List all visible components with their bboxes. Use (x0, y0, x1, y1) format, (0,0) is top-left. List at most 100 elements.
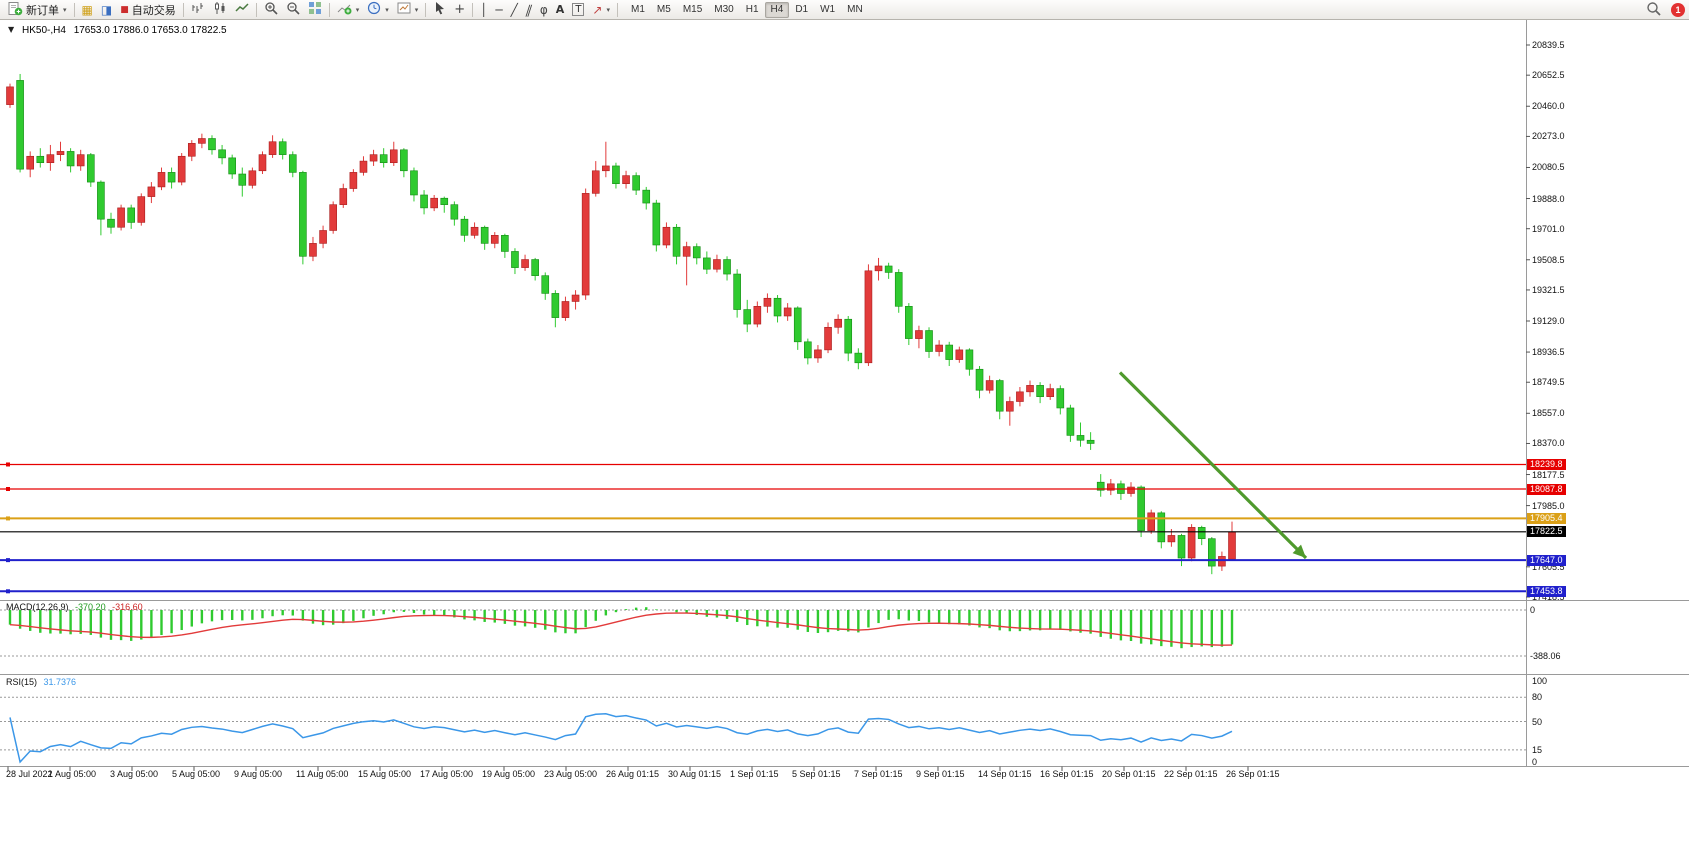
candle (1187, 527, 1196, 559)
timeframe-button-h4[interactable]: H4 (764, 1, 790, 18)
timeframe-button-h1[interactable]: H1 (745, 4, 759, 15)
zoom-out-icon (286, 1, 300, 18)
candle (16, 80, 24, 170)
timeframe-button-m1[interactable]: M1 (631, 4, 645, 15)
trend-arrow[interactable] (1118, 371, 1308, 560)
timeframe-button-m30[interactable]: M30 (714, 4, 734, 15)
toolbar-separator (472, 2, 474, 17)
macd-main-value: -370.20 (75, 602, 106, 612)
candle (248, 170, 257, 186)
hline-price-badge: 18087.8 (1527, 483, 1566, 495)
channel-button[interactable]: ∥ (522, 1, 536, 19)
candle (854, 352, 863, 364)
time-axis-label: 19 Aug 05:00 (482, 769, 536, 779)
candle (561, 301, 570, 318)
horizontal-line-button[interactable]: ─ (491, 1, 506, 19)
chevron-down-icon: ▾ (355, 5, 360, 14)
timeframe-button-w1[interactable]: W1 (820, 4, 836, 15)
price-axis-label: 19508.5 (1532, 254, 1565, 265)
chevron-down-icon: ▾ (606, 5, 610, 14)
candle (349, 172, 358, 189)
timeframe-button-mn[interactable]: MN (847, 4, 863, 15)
line-handle[interactable] (6, 589, 10, 594)
price-axis-label: 20652.5 (1532, 70, 1565, 81)
new-chart-button[interactable]: ▦ (78, 1, 97, 19)
profiles-icon: ◨ (100, 2, 113, 17)
candle (884, 265, 893, 273)
time-axis-label: 7 Sep 01:15 (854, 769, 903, 779)
templates-button[interactable]: ▾ (393, 1, 423, 19)
fibonacci-icon: φ (539, 2, 548, 17)
candle (541, 275, 550, 294)
tile-windows-button[interactable] (304, 1, 326, 19)
trendline-button[interactable]: ╱ (507, 1, 522, 19)
candle (1026, 385, 1034, 393)
text-label-button[interactable]: T (568, 1, 588, 19)
template-icon (397, 1, 411, 18)
zoom-out-button[interactable] (282, 1, 304, 19)
zoom-in-button[interactable] (260, 1, 282, 19)
arrow-shape-icon: ↗ (592, 2, 603, 17)
candle (783, 307, 792, 317)
candle (470, 226, 479, 236)
line-handle[interactable] (6, 462, 10, 467)
text-icon: A (555, 2, 565, 16)
hline-price-badge: 17647.0 (1527, 554, 1566, 566)
candle (127, 207, 135, 223)
time-axis-label: 26 Sep 01:15 (1226, 769, 1280, 779)
candle (268, 141, 277, 155)
one-click-trading-toggle[interactable]: ▼ (8, 25, 15, 34)
candle (208, 138, 216, 151)
auto-trading-icon: ■ (120, 4, 129, 15)
candle (1006, 401, 1014, 412)
price-axis-label: 19701.0 (1532, 223, 1565, 234)
arrows-button[interactable]: ↗ ▾ (588, 1, 614, 19)
candle (804, 341, 812, 359)
candle (844, 318, 853, 354)
candle (450, 204, 459, 220)
candle (581, 193, 590, 296)
line-handle[interactable] (6, 516, 10, 521)
macd-axis-max: 0 (1530, 605, 1536, 615)
candle (622, 175, 630, 184)
price-axis-label: 18557.0 (1532, 408, 1565, 419)
timeframe-button-d1[interactable]: D1 (795, 4, 809, 15)
candle (278, 141, 287, 155)
candle (218, 149, 226, 159)
candle (56, 151, 65, 155)
candle (440, 197, 449, 205)
line-chart-button[interactable] (231, 1, 253, 19)
candlestick-chart-button[interactable] (209, 1, 231, 19)
new-order-button[interactable]: 新订单 ▾ (4, 1, 71, 19)
hline-price-badge: 17905.4 (1527, 512, 1566, 524)
line-handle[interactable] (6, 487, 10, 492)
price-axis-label: 20460.0 (1532, 101, 1565, 112)
indicators-button[interactable]: ▾ (333, 1, 364, 19)
candle (925, 330, 933, 352)
candle (400, 149, 408, 172)
text-button[interactable]: A (552, 1, 569, 19)
candle (793, 307, 802, 343)
periods-button[interactable]: ▾ (363, 1, 393, 19)
notification-badge[interactable]: 1 (1671, 2, 1685, 17)
crosshair-button[interactable]: + (450, 1, 469, 19)
line-handle[interactable] (6, 558, 10, 563)
bar-chart-button[interactable] (187, 1, 209, 19)
candle (1157, 512, 1166, 543)
candle (743, 309, 752, 325)
candle (703, 257, 711, 270)
timeframe-button-m15[interactable]: M15 (682, 4, 703, 15)
auto-trading-button[interactable]: ■ 自动交易 (116, 1, 180, 19)
candle (905, 306, 913, 339)
candle (1016, 391, 1024, 402)
candle (76, 154, 85, 167)
cursor-button[interactable] (429, 1, 450, 19)
candle (763, 297, 772, 307)
candle (713, 259, 721, 270)
vertical-line-button[interactable]: │ (476, 1, 491, 19)
search-button[interactable] (1642, 1, 1665, 19)
timeframe-button-m5[interactable]: M5 (656, 4, 671, 15)
fibonacci-button[interactable]: φ (536, 1, 552, 19)
profiles-button[interactable]: ◨ (97, 1, 116, 19)
